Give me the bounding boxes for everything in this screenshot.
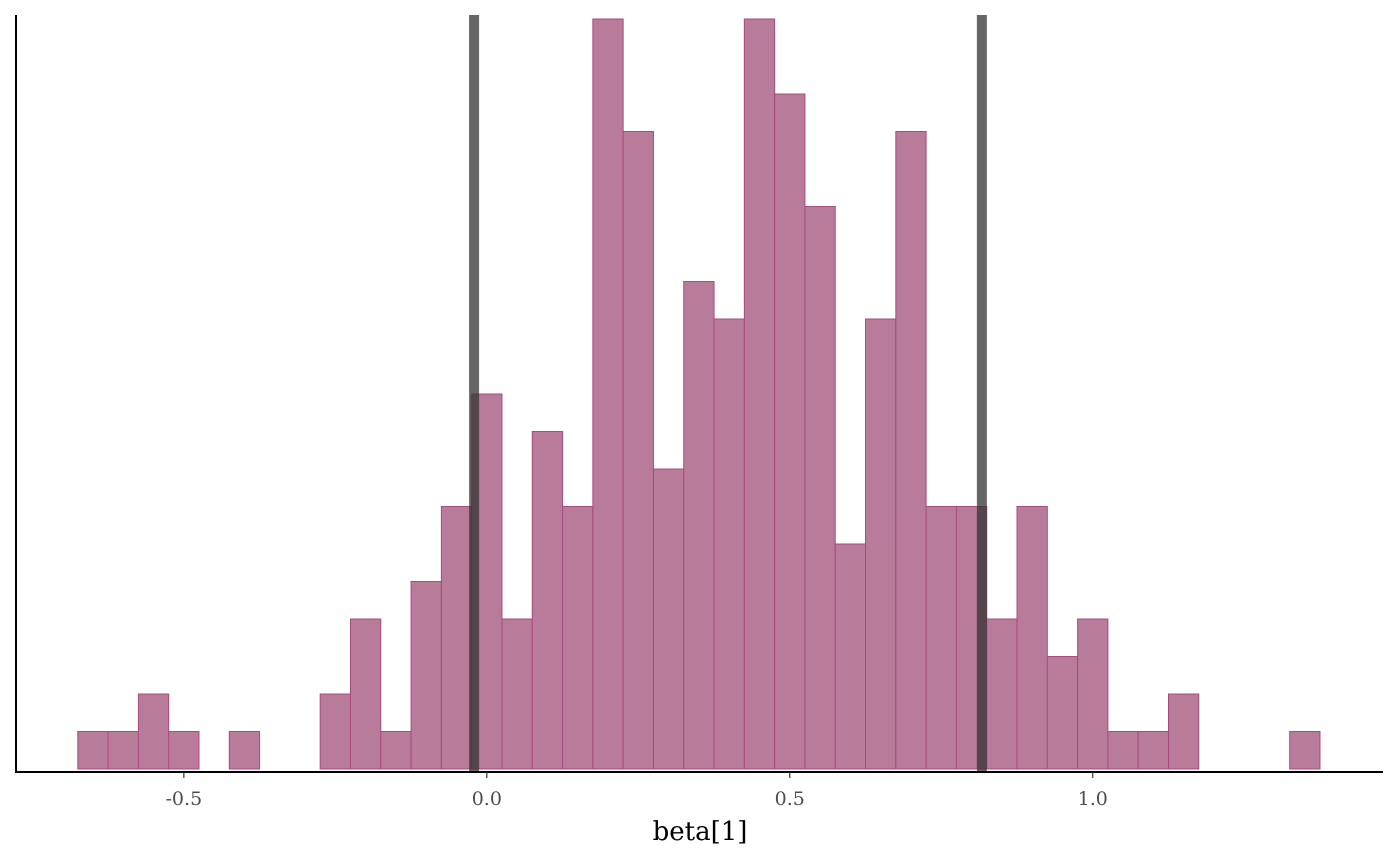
histogram-bar <box>380 731 412 770</box>
histogram-bar <box>1077 618 1109 770</box>
histogram-bar <box>77 731 109 770</box>
histogram-bar <box>622 131 654 770</box>
histogram-bar <box>683 281 715 770</box>
histogram-bar <box>713 318 745 770</box>
histogram-bar <box>1167 693 1200 770</box>
histogram-bar <box>1107 731 1139 770</box>
histogram-bar <box>774 93 806 770</box>
x-tick-label: 0.0 <box>472 788 502 810</box>
histogram-bar <box>440 506 473 770</box>
histogram-bar <box>592 18 624 770</box>
histogram-bar <box>1289 731 1321 770</box>
x-tick-label: 0.5 <box>775 788 805 810</box>
histogram-bar <box>1137 731 1169 770</box>
histogram-bar <box>410 581 442 770</box>
histogram-bar <box>501 618 533 770</box>
histogram-bar <box>652 468 685 770</box>
x-tick-label: -0.5 <box>166 788 203 810</box>
histogram-bar <box>562 506 594 770</box>
histogram-bar <box>531 431 564 770</box>
bars-group <box>77 18 1321 770</box>
histogram-bar <box>168 731 200 770</box>
histogram-bar <box>865 318 897 770</box>
histogram-bar <box>834 543 867 770</box>
x-axis-label: beta[1] <box>653 817 748 847</box>
histogram-bar <box>743 18 776 770</box>
histogram-bar <box>107 731 139 770</box>
histogram-bar <box>895 131 927 770</box>
histogram-bar <box>228 731 261 770</box>
histogram-bar <box>986 618 1018 770</box>
histogram-bar <box>804 206 836 770</box>
histogram-bar <box>925 506 957 770</box>
histogram-bar <box>349 618 382 770</box>
x-ticks-group: -0.5 0.0 0.5 1.0 <box>166 772 1108 810</box>
histogram-bar <box>319 693 351 770</box>
histogram-bar <box>1046 656 1079 770</box>
histogram-bar <box>137 693 170 770</box>
x-tick-label: 1.0 <box>1078 788 1108 810</box>
histogram-bar <box>1016 506 1048 770</box>
interval-lines-group <box>469 15 987 772</box>
